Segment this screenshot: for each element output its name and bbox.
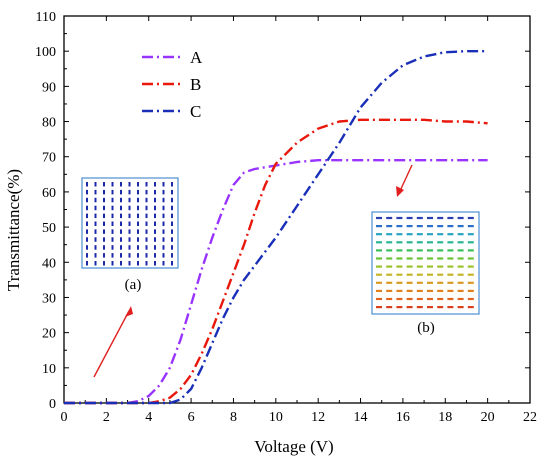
inset-b: (b) <box>371 164 480 336</box>
y-tick-label: 0 <box>49 397 56 412</box>
x-tick-label: 0 <box>61 410 68 425</box>
inset-b-frame <box>371 211 480 315</box>
axes-layer: 0 2 4 6 8 10 12 14 16 18 20 22 0 10 20 30 40 50 60 70 80 90 10… <box>35 10 537 425</box>
y-tick-label: 110 <box>36 10 56 25</box>
inset-a-arrowhead <box>125 306 133 317</box>
inset-b-arrow <box>399 164 413 192</box>
x-axis-label: Voltage (V) <box>254 437 333 456</box>
x-tick-label: 20 <box>481 410 495 425</box>
x-tick-label: 4 <box>145 410 152 425</box>
legend-layer: ABC <box>142 48 203 121</box>
x-tick-label: 22 <box>523 410 537 425</box>
y-tick-label: 40 <box>42 256 56 271</box>
series-line-a <box>64 159 488 405</box>
x-tick-label: 16 <box>396 410 410 425</box>
legend-label-a: A <box>190 48 203 67</box>
inset-a-arrow <box>93 310 130 378</box>
y-axis-label: Transmittance(%) <box>4 169 23 291</box>
legend-label-b: B <box>190 75 201 94</box>
inset-a: (a) <box>81 177 179 378</box>
x-tick-label: 14 <box>354 410 368 425</box>
y-tick-label: 90 <box>42 80 56 95</box>
series-line-b <box>64 118 488 405</box>
y-tick-label: 80 <box>42 116 56 131</box>
x-tick-label: 10 <box>269 410 283 425</box>
y-tick-label: 70 <box>42 151 56 166</box>
y-tick-label: 30 <box>42 291 56 306</box>
x-tick-label: 18 <box>438 410 452 425</box>
x-tick-label: 8 <box>230 410 237 425</box>
y-tick-label: 50 <box>42 221 56 236</box>
legend-label-c: C <box>190 102 201 121</box>
y-tick-label: 20 <box>42 327 56 342</box>
inset-b-arrowhead <box>396 186 404 197</box>
inset-b-label: (b) <box>417 320 435 336</box>
series-layer <box>64 50 488 405</box>
x-tick-label: 12 <box>311 410 325 425</box>
y-tick-label: 60 <box>42 186 56 201</box>
x-tick-label: 2 <box>103 410 110 425</box>
y-tick-label: 100 <box>35 45 56 60</box>
x-tick-label: 6 <box>188 410 195 425</box>
inset-a-label: (a) <box>125 277 142 293</box>
y-tick-label: 10 <box>42 362 56 377</box>
